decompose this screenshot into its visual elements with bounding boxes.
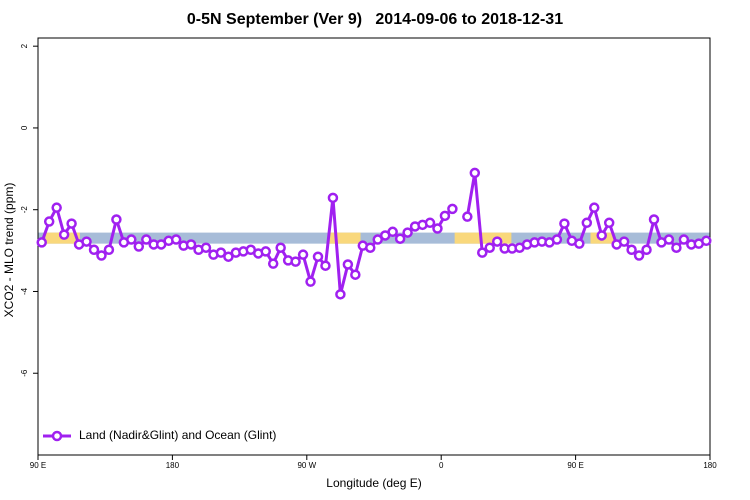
x-tick-label: 0: [439, 461, 444, 470]
data-point: [88, 244, 100, 256]
data-point: [551, 234, 563, 245]
y-axis-label: XCO2 - MLO trend (ppm): [2, 183, 16, 318]
data-point: [596, 230, 607, 241]
data-point: [141, 234, 152, 245]
x-tick-label: 90 E: [567, 461, 583, 470]
x-tick-label: 90 E: [30, 461, 46, 470]
data-point: [618, 236, 630, 247]
data-point: [305, 276, 316, 287]
land-region: [327, 232, 361, 244]
data-point: [462, 211, 473, 222]
data-point: [559, 218, 570, 229]
data-point: [701, 235, 712, 247]
data-point: [626, 244, 637, 256]
data-point: [275, 242, 286, 253]
data-point: [603, 217, 615, 229]
data-point: [215, 247, 227, 258]
data-point: [185, 239, 197, 250]
data-point: [394, 233, 406, 244]
data-point: [581, 217, 593, 229]
data-point: [111, 214, 122, 225]
data-point: [103, 244, 115, 256]
data-point: [312, 251, 324, 262]
data-point: [484, 242, 495, 253]
data-point: [320, 260, 331, 271]
data-point: [200, 242, 212, 253]
legend-label: Land (Nadir&Glint) and Ocean (Glint): [79, 428, 276, 442]
data-point: [335, 289, 346, 300]
data-point: [477, 247, 488, 258]
data-point: [223, 251, 234, 262]
data-point: [663, 234, 675, 245]
legend-marker: [51, 430, 63, 442]
data-point: [327, 192, 339, 204]
data-point: [297, 249, 309, 260]
data-point: [372, 234, 383, 245]
data-point: [350, 269, 361, 280]
x-tick-label: 180: [166, 461, 180, 470]
data-point: [365, 242, 376, 253]
data-point: [447, 203, 458, 215]
data-point: [58, 229, 70, 240]
x-tick-label: 180: [703, 461, 717, 470]
data-point: [439, 210, 451, 222]
y-tick-label: 0: [20, 125, 29, 130]
data-point: [589, 202, 600, 213]
data-point: [678, 234, 690, 245]
y-tick-label: -6: [20, 369, 29, 377]
data-point: [402, 227, 413, 238]
data-point: [36, 237, 47, 248]
data-point: [267, 258, 279, 269]
data-point: [574, 238, 585, 249]
data-point: [648, 214, 660, 225]
data-point: [424, 217, 436, 229]
data-point: [81, 236, 92, 247]
data-point: [641, 244, 652, 256]
plot-frame: [37, 37, 711, 456]
data-point: [126, 234, 137, 245]
data-point: [51, 202, 62, 213]
x-axis-label: Longitude (deg E): [326, 476, 421, 490]
data-point: [387, 226, 398, 238]
land-region: [454, 232, 512, 244]
data-point: [432, 223, 443, 234]
data-point: [290, 256, 301, 267]
data-point: [633, 250, 645, 261]
data-point: [342, 259, 354, 270]
data-point: [671, 242, 682, 253]
y-tick-label: 2: [20, 43, 29, 48]
y-tick-label: -2: [20, 206, 29, 214]
data-point: [66, 218, 77, 229]
data-point: [491, 236, 503, 247]
chart-title: 0-5N September (Ver 9) 2014-09-06 to 201…: [187, 11, 563, 28]
data-point: [133, 241, 145, 252]
data-point: [43, 216, 55, 227]
y-tick-label: -4: [20, 287, 29, 295]
data-point: [170, 234, 182, 245]
data-point: [96, 250, 107, 261]
data-point: [469, 167, 481, 179]
data-point: [260, 246, 271, 257]
x-tick-label: 90 W: [297, 461, 316, 470]
